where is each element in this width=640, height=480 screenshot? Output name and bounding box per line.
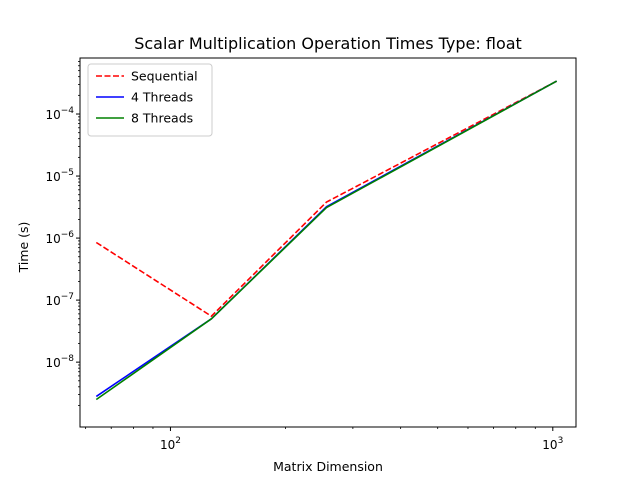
series-line-3 xyxy=(95,80,558,401)
y-tick-label: 10−5 xyxy=(45,168,74,184)
x-tick-label: 102 xyxy=(160,436,181,452)
legend-label: 4 Threads xyxy=(131,90,193,105)
y-tick-label: 10−7 xyxy=(45,292,74,308)
x-axis-label: Matrix Dimension xyxy=(273,459,383,474)
y-tick-label: 10−6 xyxy=(45,230,74,246)
legend: Sequential 4 Threads 8 Threads xyxy=(87,63,213,137)
axes-frame xyxy=(79,57,577,428)
y-axis-label: Time (s) xyxy=(16,222,31,274)
chart-title: Scalar Multiplication Operation Times Ty… xyxy=(134,34,522,53)
x-tick-label: 103 xyxy=(542,436,563,452)
legend-label: Sequential xyxy=(131,69,198,84)
axis-ticks: 102 103 10−8 10−7 10−6 10−5 10−4 xyxy=(45,61,563,452)
plot-area xyxy=(95,80,558,401)
y-tick-label: 10−8 xyxy=(45,354,74,370)
legend-label: 8 Threads xyxy=(131,111,193,126)
series-line-1 xyxy=(95,80,558,318)
y-tick-label: 10−4 xyxy=(45,106,74,122)
